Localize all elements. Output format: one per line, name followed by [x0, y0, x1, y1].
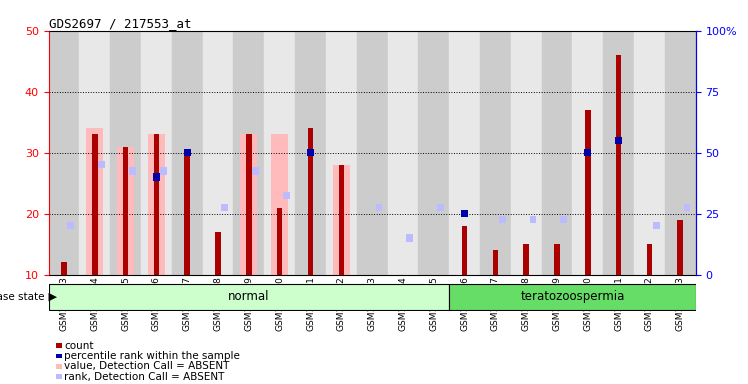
Bar: [572, 31, 603, 275]
Text: count: count: [64, 341, 94, 351]
Bar: [449, 31, 480, 275]
Bar: [418, 31, 449, 275]
Text: teratozoospermia: teratozoospermia: [520, 290, 625, 303]
Text: disease state: disease state: [0, 291, 45, 302]
Bar: [542, 31, 572, 275]
Bar: [616, 55, 622, 275]
Bar: [493, 250, 498, 275]
Bar: [221, 204, 228, 211]
Bar: [524, 244, 529, 275]
Bar: [67, 222, 74, 230]
Bar: [61, 262, 67, 275]
Bar: [246, 134, 251, 275]
Bar: [160, 167, 167, 175]
Text: value, Detection Call = ABSENT: value, Detection Call = ABSENT: [64, 361, 230, 371]
Bar: [307, 128, 313, 275]
Text: rank, Detection Call = ABSENT: rank, Detection Call = ABSENT: [64, 372, 224, 382]
Bar: [499, 216, 506, 223]
Text: normal: normal: [228, 290, 269, 303]
Bar: [554, 244, 560, 275]
Bar: [387, 31, 418, 275]
Text: percentile rank within the sample: percentile rank within the sample: [64, 351, 240, 361]
Bar: [462, 210, 468, 217]
Bar: [272, 134, 288, 275]
Bar: [560, 216, 567, 223]
Bar: [153, 173, 160, 181]
Bar: [79, 31, 110, 275]
Bar: [530, 216, 536, 223]
Bar: [437, 204, 444, 211]
Bar: [203, 31, 233, 275]
Bar: [678, 220, 683, 275]
Bar: [357, 31, 387, 275]
Bar: [92, 134, 97, 275]
Bar: [462, 226, 468, 275]
Bar: [264, 31, 295, 275]
Bar: [406, 234, 413, 242]
Bar: [615, 137, 622, 144]
Bar: [86, 128, 103, 275]
Bar: [252, 167, 259, 175]
Bar: [184, 149, 191, 156]
Bar: [185, 152, 190, 275]
Bar: [634, 31, 665, 275]
Bar: [110, 31, 141, 275]
Bar: [326, 31, 357, 275]
Bar: [375, 204, 382, 211]
Bar: [117, 147, 134, 275]
Bar: [339, 165, 344, 275]
Bar: [172, 31, 203, 275]
Bar: [584, 149, 591, 156]
Bar: [153, 134, 159, 275]
Text: ▶: ▶: [45, 291, 57, 302]
Bar: [123, 147, 129, 275]
Bar: [233, 31, 264, 275]
Bar: [684, 204, 690, 211]
Bar: [277, 207, 283, 275]
Bar: [141, 31, 172, 275]
Bar: [49, 284, 449, 310]
Bar: [295, 31, 326, 275]
Text: GDS2697 / 217553_at: GDS2697 / 217553_at: [49, 17, 191, 30]
Bar: [480, 31, 511, 275]
Bar: [49, 31, 79, 275]
Bar: [240, 134, 257, 275]
Bar: [333, 165, 350, 275]
Bar: [665, 31, 696, 275]
Bar: [585, 110, 591, 275]
Bar: [129, 167, 136, 175]
Bar: [307, 149, 314, 156]
Bar: [148, 134, 165, 275]
Bar: [653, 222, 660, 230]
Bar: [647, 244, 652, 275]
Bar: [449, 284, 696, 310]
Bar: [283, 192, 290, 199]
Bar: [511, 31, 542, 275]
Bar: [603, 31, 634, 275]
Bar: [215, 232, 221, 275]
Bar: [98, 161, 105, 169]
